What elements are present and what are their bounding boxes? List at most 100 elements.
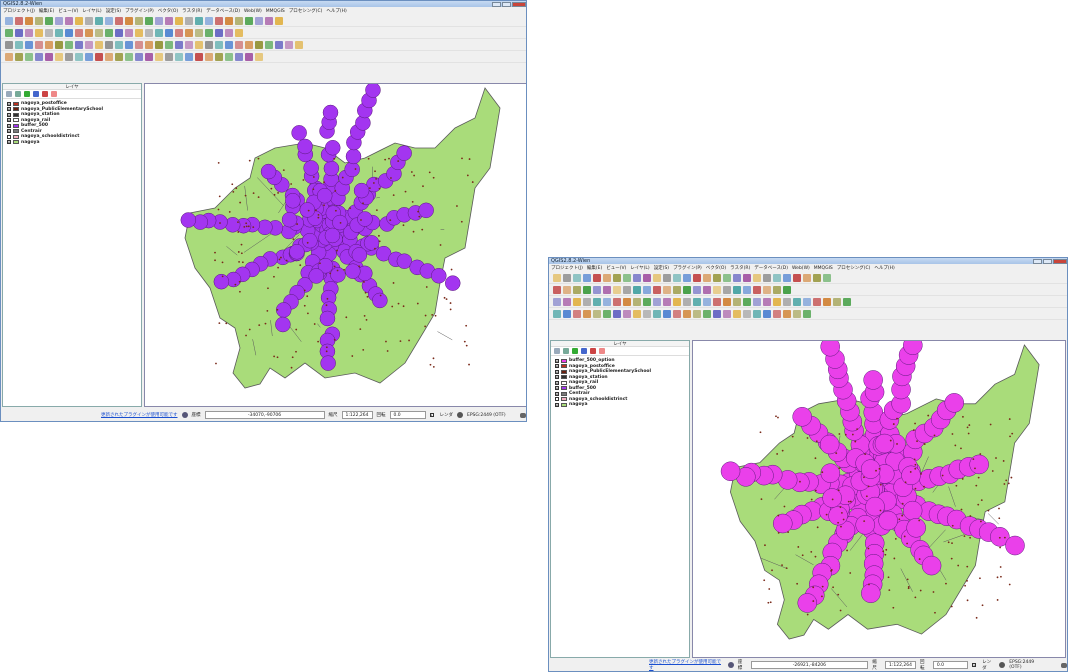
toolbar-tool-icon[interactable] (613, 285, 621, 294)
toolbar-tool-icon[interactable] (673, 273, 681, 282)
toolbar-tool-icon[interactable] (763, 285, 771, 294)
toolbar-tool-icon[interactable] (175, 28, 183, 37)
layer-item[interactable]: x nagoya_rail (551, 380, 689, 386)
layer-item[interactable]: x nagoya_station (551, 375, 689, 381)
toolbar-tool-icon[interactable] (573, 285, 581, 294)
toolbar-tool-icon[interactable] (185, 28, 193, 37)
toolbar-tool-icon[interactable] (703, 297, 711, 306)
toolbar-tool-icon[interactable] (35, 40, 43, 49)
toolbar-tool-icon[interactable] (225, 16, 233, 25)
menu-item[interactable]: ラスタ(R) (730, 266, 751, 271)
maximize-button[interactable] (502, 1, 511, 7)
toolbar-tool-icon[interactable] (683, 285, 691, 294)
toolbar-tool-icon[interactable] (743, 297, 751, 306)
toolbar-tool-icon[interactable] (265, 16, 273, 25)
messages-icon[interactable] (727, 662, 734, 668)
menu-item[interactable]: データベース(D) (754, 266, 788, 271)
toolbar-tool-icon[interactable] (25, 28, 33, 37)
toolbar-tool-icon[interactable] (653, 309, 661, 318)
toolbar-tool-icon[interactable] (35, 16, 43, 25)
layer-visibility-checkbox[interactable]: x (7, 129, 11, 134)
layer-item[interactable]: x Centrair (551, 391, 689, 397)
toolbar-tool-icon[interactable] (205, 52, 213, 61)
toolbar-tool-icon[interactable] (763, 273, 771, 282)
coordinate-field[interactable]: -26921,-84206 (750, 661, 869, 669)
layer-visibility-checkbox[interactable]: x (555, 402, 559, 407)
toolbar-tool-icon[interactable] (793, 273, 801, 282)
layer-visibility-checkbox[interactable]: x (7, 107, 11, 112)
map-canvas[interactable] (144, 82, 526, 407)
toolbar-tool-icon[interactable] (673, 285, 681, 294)
toolbar-tool-icon[interactable] (235, 16, 243, 25)
layer-visibility-checkbox[interactable]: x (7, 112, 11, 117)
toolbar-tool-icon[interactable] (563, 273, 571, 282)
toolbar-tool-icon[interactable] (733, 309, 741, 318)
toolbar-tool-icon[interactable] (723, 297, 731, 306)
toolbar-tool-icon[interactable] (653, 297, 661, 306)
toolbar-tool-icon[interactable] (663, 297, 671, 306)
rotation-field[interactable]: 0.0 (932, 661, 969, 669)
toolbar-tool-icon[interactable] (165, 28, 173, 37)
toolbar-tool-icon[interactable] (205, 28, 213, 37)
toolbar-tool-icon[interactable] (663, 285, 671, 294)
toolbar-tool-icon[interactable] (733, 273, 741, 282)
coordinate-field[interactable]: -34070,-90706 (204, 411, 325, 419)
toolbar-tool-icon[interactable] (225, 52, 233, 61)
toolbar-tool-icon[interactable] (235, 40, 243, 49)
toolbar-tool-icon[interactable] (583, 297, 591, 306)
toolbar-tool-icon[interactable] (225, 28, 233, 37)
toolbar-tool-icon[interactable] (45, 28, 53, 37)
toolbar-tool-icon[interactable] (15, 16, 23, 25)
toolbar-tool-icon[interactable] (165, 40, 173, 49)
toolbar-tool-icon[interactable] (803, 297, 811, 306)
toolbar-tool-icon[interactable] (85, 16, 93, 25)
toolbar-tool-icon[interactable] (85, 40, 93, 49)
layer-item[interactable]: x buffer_500_option (551, 358, 689, 364)
toolbar-tool-icon[interactable] (255, 16, 263, 25)
layer-item[interactable]: x nagoya_station (3, 112, 141, 118)
toolbar-tool-icon[interactable] (135, 40, 143, 49)
toolbar-tool-icon[interactable] (773, 285, 781, 294)
layer-item[interactable]: x nagoya_PublicElementarySchool (551, 369, 689, 375)
minimize-button[interactable] (492, 1, 501, 7)
toolbar-tool-icon[interactable] (295, 40, 303, 49)
toolbar-tool-icon[interactable] (753, 297, 761, 306)
toolbar-tool-icon[interactable] (693, 309, 701, 318)
toolbar-tool-icon[interactable] (783, 309, 791, 318)
toolbar-tool-icon[interactable] (623, 309, 631, 318)
toolbar-tool-icon[interactable] (255, 40, 263, 49)
toolbar-tool-icon[interactable] (195, 28, 203, 37)
toolbar-tool-icon[interactable] (563, 297, 571, 306)
toolbar-tool-icon[interactable] (783, 273, 791, 282)
toolbar-tool-icon[interactable] (105, 40, 113, 49)
toolbar-tool-icon[interactable] (175, 52, 183, 61)
toolbar-tool-icon[interactable] (733, 285, 741, 294)
toolbar-tool-icon[interactable] (713, 285, 721, 294)
layer-visibility-checkbox[interactable] (7, 134, 11, 139)
toolbar-tool-icon[interactable] (823, 273, 831, 282)
toolbar-tool-icon[interactable] (15, 52, 23, 61)
toolbar-tool-icon[interactable] (165, 16, 173, 25)
toolbar-tool-icon[interactable] (653, 285, 661, 294)
toolbar-tool-icon[interactable] (763, 297, 771, 306)
layer-item[interactable]: x buffer_500 (551, 386, 689, 392)
toolbar-tool-icon[interactable] (65, 28, 73, 37)
manage-layers-icon[interactable] (563, 348, 569, 354)
toolbar-tool-icon[interactable] (793, 309, 801, 318)
toolbar-tool-icon[interactable] (35, 52, 43, 61)
toolbar-tool-icon[interactable] (215, 52, 223, 61)
layer-item[interactable]: x nagoya (551, 402, 689, 408)
toolbar-tool-icon[interactable] (733, 297, 741, 306)
toolbar-tool-icon[interactable] (683, 273, 691, 282)
toolbar-tool-icon[interactable] (713, 273, 721, 282)
toolbar-tool-icon[interactable] (773, 273, 781, 282)
toolbar-tool-icon[interactable] (563, 309, 571, 318)
toolbar-tool-icon[interactable] (5, 52, 13, 61)
layer-visibility-checkbox[interactable] (555, 397, 559, 402)
toolbar-tool-icon[interactable] (673, 309, 681, 318)
toolbar-tool-icon[interactable] (165, 52, 173, 61)
toolbar-tool-icon[interactable] (175, 16, 183, 25)
toolbar-tool-icon[interactable] (663, 309, 671, 318)
menu-item[interactable]: ヘルプ(H) (874, 266, 895, 271)
toolbar-tool-icon[interactable] (633, 285, 641, 294)
